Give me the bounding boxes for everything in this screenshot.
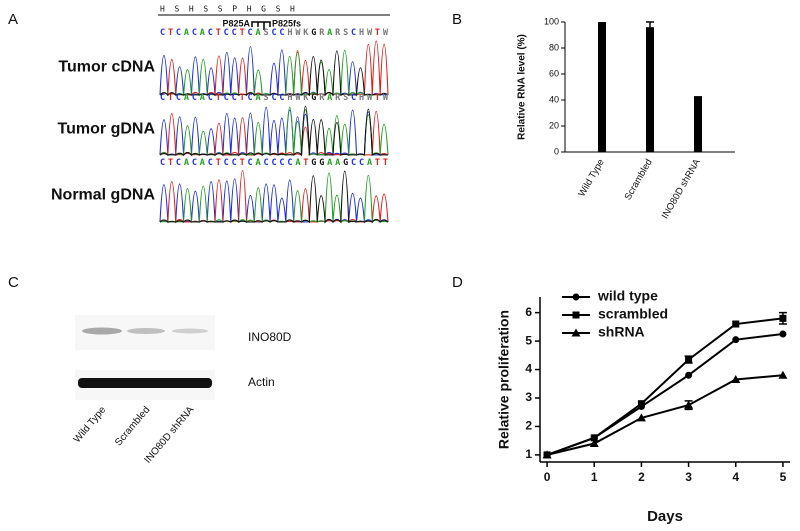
legend-label: scrambled bbox=[598, 306, 668, 322]
bar bbox=[694, 96, 702, 152]
marker bbox=[731, 375, 741, 383]
y-axis-label: Relative RNA level (%) bbox=[517, 34, 528, 140]
legend-marker bbox=[572, 311, 580, 319]
series-line bbox=[546, 332, 784, 456]
legend-label: shRNA bbox=[598, 324, 645, 340]
amino-acids: H S H S S P H G S H bbox=[160, 5, 295, 14]
lane-label: Scrambled bbox=[113, 405, 152, 449]
marker bbox=[636, 413, 646, 422]
panel-label: D bbox=[452, 274, 463, 291]
error-bar bbox=[778, 311, 787, 325]
sample-label: Tumor cDNA bbox=[58, 59, 155, 76]
y-tick-label: 5 bbox=[525, 333, 532, 347]
x-axis-label: Days bbox=[647, 508, 683, 525]
panel-label: C bbox=[8, 274, 19, 291]
trace bbox=[159, 49, 389, 97]
y-tick-label: 20 bbox=[549, 120, 559, 130]
y-tick-label: 40 bbox=[549, 94, 559, 104]
trace bbox=[159, 105, 389, 157]
mutation-label: P825fs bbox=[272, 18, 301, 28]
trace bbox=[159, 106, 389, 157]
x-tick-label: 4 bbox=[732, 470, 739, 484]
mutation-label: P825A bbox=[222, 18, 250, 28]
marker bbox=[542, 450, 552, 459]
series-line bbox=[546, 317, 784, 456]
band-label: INO80D bbox=[248, 330, 292, 344]
marker bbox=[778, 370, 788, 379]
trace bbox=[159, 40, 389, 97]
y-tick-label: 60 bbox=[549, 68, 559, 78]
bar bbox=[598, 22, 606, 152]
x-tick-label: 5 bbox=[780, 470, 787, 484]
trace bbox=[159, 46, 389, 97]
series-line bbox=[546, 374, 784, 456]
panel-label: A bbox=[8, 11, 18, 28]
y-tick-label: 80 bbox=[549, 42, 559, 52]
trace bbox=[159, 50, 389, 97]
error-bar bbox=[646, 21, 654, 33]
band bbox=[78, 378, 212, 388]
marker bbox=[732, 336, 740, 344]
legend-marker bbox=[572, 293, 580, 301]
error-bar bbox=[684, 355, 693, 364]
marker bbox=[590, 434, 598, 442]
sample-label: Tumor gDNA bbox=[58, 121, 156, 138]
x-tick-label: Scrambled bbox=[623, 157, 655, 202]
marker bbox=[589, 439, 599, 448]
band-label: Actin bbox=[248, 375, 275, 389]
y-tick-label: 1 bbox=[525, 447, 532, 461]
trace bbox=[159, 170, 389, 224]
band bbox=[82, 327, 122, 335]
y-tick-label: 6 bbox=[525, 305, 532, 319]
sample-label: Normal gDNA bbox=[51, 187, 155, 204]
y-axis-label: Relative proliferation bbox=[496, 310, 512, 449]
x-tick-label: 2 bbox=[638, 470, 645, 484]
marker bbox=[685, 371, 693, 379]
trace bbox=[159, 178, 389, 224]
band bbox=[127, 328, 165, 334]
lane-label: Wild Type bbox=[72, 404, 109, 445]
trace bbox=[159, 111, 389, 157]
x-tick-label: 0 bbox=[544, 470, 551, 484]
y-tick-label: 4 bbox=[525, 362, 532, 376]
legend-label: wild type bbox=[597, 288, 658, 304]
y-tick-label: 0 bbox=[554, 146, 559, 156]
x-tick-label: 1 bbox=[591, 470, 598, 484]
legend-marker bbox=[571, 328, 581, 337]
marker bbox=[732, 320, 740, 328]
marker bbox=[637, 400, 645, 408]
x-tick-label: Wild Type bbox=[576, 157, 606, 198]
mutation-bracket bbox=[251, 21, 271, 30]
bar bbox=[646, 27, 654, 153]
band bbox=[172, 328, 208, 334]
y-tick-label: 3 bbox=[525, 390, 532, 404]
x-tick-label: 3 bbox=[685, 470, 692, 484]
x-tick-label: INO80D shRNA bbox=[660, 157, 703, 221]
panel-label: B bbox=[452, 11, 462, 28]
y-tick-label: 2 bbox=[525, 419, 532, 433]
marker bbox=[779, 330, 787, 338]
error-bar bbox=[684, 400, 693, 411]
y-tick-label: 100 bbox=[544, 16, 559, 26]
